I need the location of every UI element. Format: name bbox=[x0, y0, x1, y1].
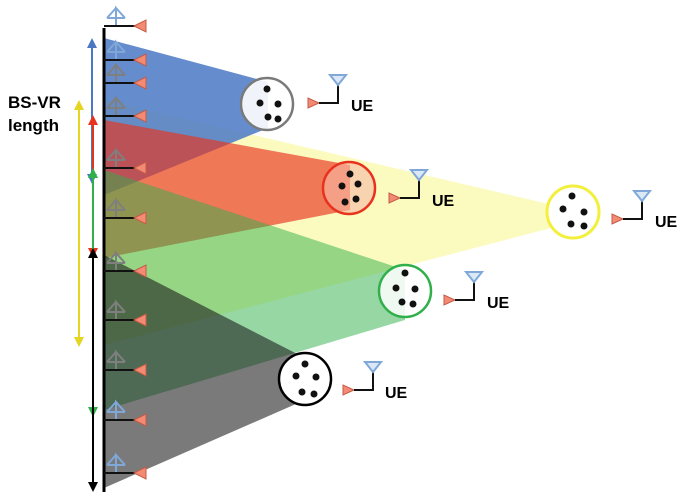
antenna-element bbox=[104, 197, 147, 225]
antenna-element bbox=[104, 250, 147, 278]
beam-black bbox=[104, 255, 305, 488]
ue-device-icon bbox=[611, 190, 653, 225]
bs-vr-label-line2: length bbox=[8, 116, 59, 135]
ue-label: UE bbox=[487, 295, 510, 312]
antenna-element bbox=[104, 39, 147, 67]
cluster-dots bbox=[292, 360, 320, 398]
antenna-element bbox=[104, 299, 147, 327]
user-cluster-yellow bbox=[545, 184, 601, 240]
ue-device-icon bbox=[307, 74, 349, 109]
antenna-element bbox=[104, 147, 147, 175]
arrow-black bbox=[88, 248, 98, 492]
arrow-yellow bbox=[74, 100, 84, 347]
cluster-dots bbox=[338, 170, 362, 206]
bs-antenna-array bbox=[104, 5, 147, 480]
cluster-dots bbox=[256, 85, 282, 123]
ue-device-icon bbox=[388, 169, 430, 204]
antenna-element bbox=[104, 452, 147, 480]
ue-label: UE bbox=[432, 193, 455, 210]
extent-arrows bbox=[74, 38, 98, 492]
user-cluster-red bbox=[321, 160, 377, 216]
user-cluster-green bbox=[377, 263, 433, 319]
ue-device-icon bbox=[443, 271, 485, 306]
ue-label: UE bbox=[655, 214, 678, 231]
ue-label: UE bbox=[385, 385, 408, 402]
antenna-element bbox=[104, 5, 147, 33]
ue-label: UE bbox=[351, 98, 374, 115]
cluster-dots bbox=[559, 192, 588, 230]
ue-devices bbox=[307, 74, 653, 396]
bs-vr-label-line1: BS-VR bbox=[8, 93, 61, 112]
cluster-dots bbox=[392, 269, 419, 308]
antenna-element bbox=[104, 349, 147, 377]
user-cluster-black bbox=[277, 351, 333, 407]
antenna-element bbox=[104, 95, 147, 123]
ue-device-icon bbox=[342, 361, 384, 396]
user-cluster-blue bbox=[239, 76, 295, 132]
beams bbox=[104, 38, 574, 488]
antenna-element bbox=[104, 399, 147, 427]
antenna-element bbox=[104, 62, 147, 90]
